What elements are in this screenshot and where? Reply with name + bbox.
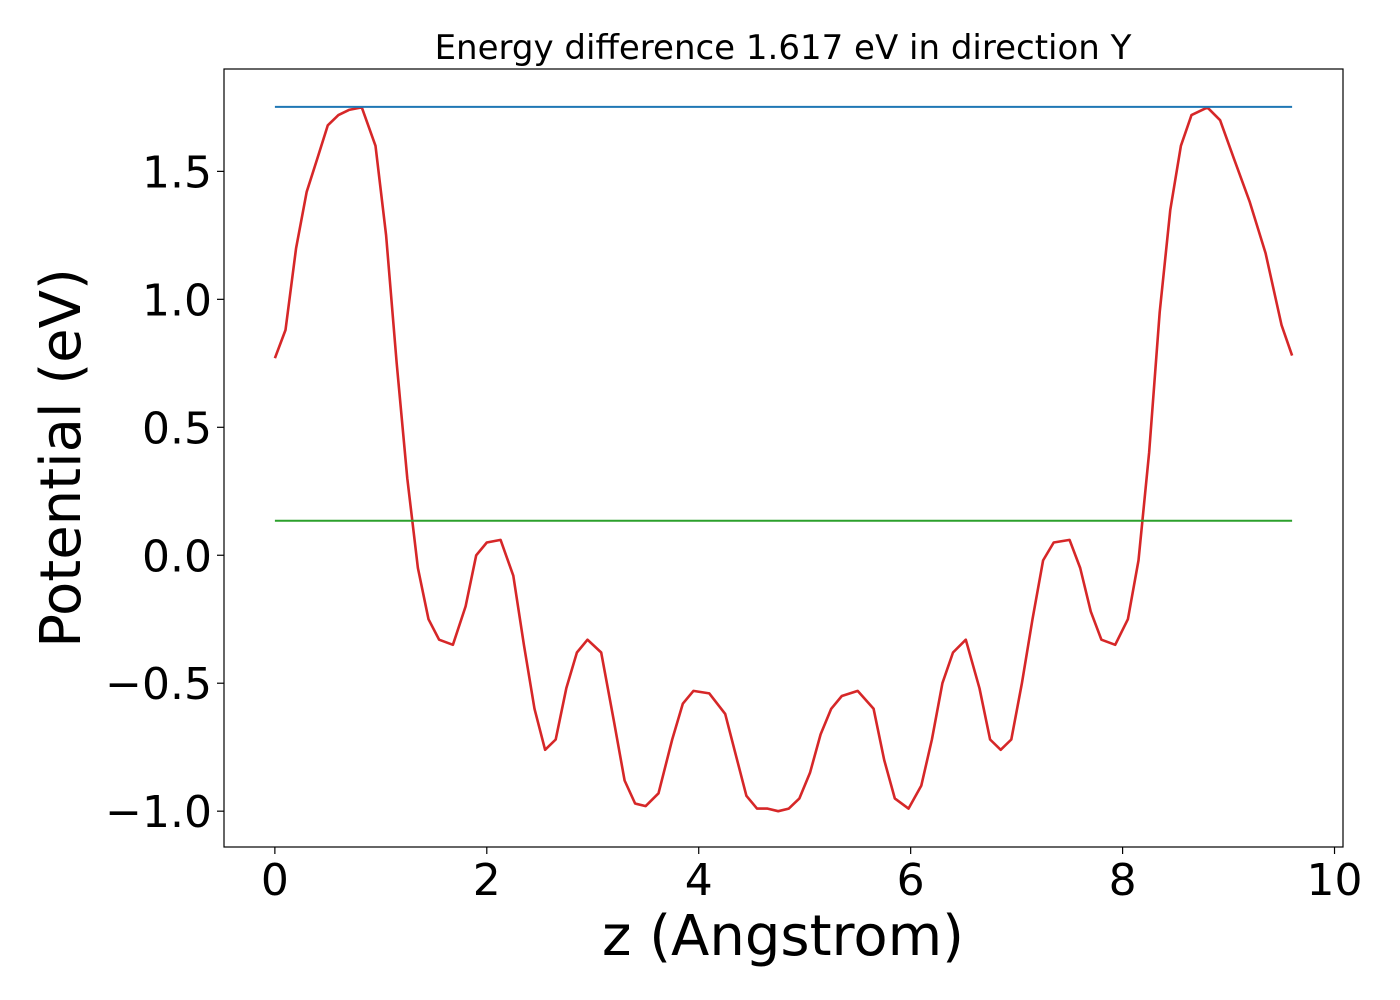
y-tick-label: −0.5 <box>105 659 212 710</box>
series-layer <box>273 105 1294 813</box>
x-tick-label: 8 <box>1109 855 1137 906</box>
x-tick-label: 0 <box>261 855 289 906</box>
chart-title: Energy difference 1.617 eV in direction … <box>435 28 1132 68</box>
x-axis-label: z (Angstrom) <box>602 904 964 969</box>
y-tick-label: −1.0 <box>105 787 212 838</box>
y-axis-label: Potential (eV) <box>29 268 94 648</box>
x-tick-label: 2 <box>473 855 501 906</box>
axes-layer: 0 2 4 6 8 10 −1.0 −0.5 0.0 0.5 1.0 1.5 <box>105 147 1362 906</box>
x-tick-label: 4 <box>685 855 713 906</box>
y-tick-label: 0.5 <box>142 403 212 454</box>
y-tick-label: 1.5 <box>142 147 212 198</box>
x-tick-label: 6 <box>897 855 925 906</box>
series-line-0 <box>273 106 1294 813</box>
y-tick-label: 1.0 <box>142 275 212 326</box>
x-tick-label: 10 <box>1307 855 1363 906</box>
y-tick-label: 0.0 <box>142 531 212 582</box>
plot-background <box>224 69 1343 847</box>
plot-frame <box>223 68 1344 848</box>
